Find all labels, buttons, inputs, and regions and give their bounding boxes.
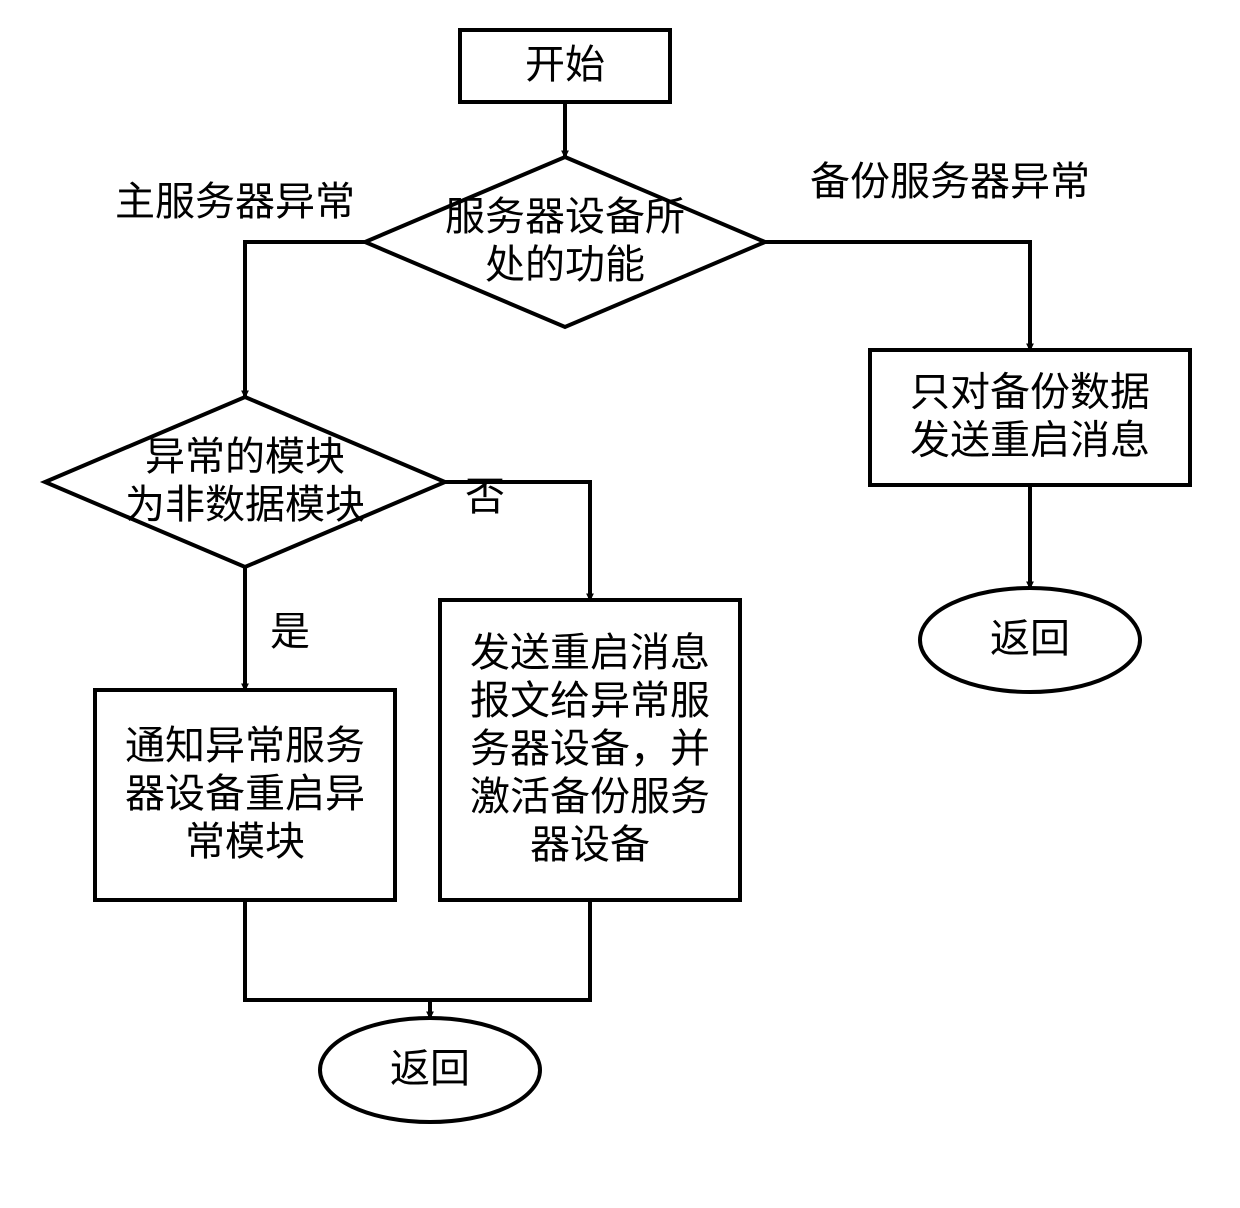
nodes.start-line-0: 开始 [525, 42, 605, 87]
node-start: 开始 [460, 30, 670, 102]
node-boxA: 通知异常服务器设备重启异常模块 [95, 690, 395, 900]
edge [245, 242, 365, 397]
edge [245, 900, 430, 1000]
node-ret1: 返回 [320, 1018, 540, 1122]
nodes.boxA-line-1: 器设备重启异 [125, 771, 365, 816]
nodes.d2-line-1: 为非数据模块 [125, 482, 365, 527]
label-right_branch: 备份服务器异常 [810, 159, 1090, 204]
nodes.boxB-line-2: 务器设备，并 [470, 726, 710, 771]
nodes.d2-line-0: 异常的模块 [145, 434, 345, 479]
nodes.boxB-line-0: 发送重启消息 [470, 630, 710, 675]
nodes.boxB-line-4: 器设备 [530, 822, 650, 867]
node-boxC: 只对备份数据发送重启消息 [870, 350, 1190, 485]
nodes.d1-line-1: 处的功能 [485, 242, 645, 287]
nodes.boxC-line-1: 发送重启消息 [910, 418, 1150, 463]
nodes.boxB-line-3: 激活备份服务 [470, 774, 710, 819]
label-no: 否 [465, 474, 505, 519]
node-boxB: 发送重启消息报文给异常服务器设备，并激活备份服务器设备 [440, 600, 740, 900]
nodes.boxB-line-1: 报文给异常服 [470, 678, 710, 723]
nodes.boxA-line-0: 通知异常服务 [125, 723, 365, 768]
nodes.boxA-line-2: 常模块 [185, 819, 305, 864]
nodes.ret1-line-0: 返回 [390, 1046, 470, 1091]
nodes.boxC-line-0: 只对备份数据 [910, 370, 1150, 415]
edge [765, 242, 1030, 350]
label-left_branch: 主服务器异常 [115, 179, 355, 224]
node-d1: 服务器设备所处的功能 [365, 157, 765, 327]
label-yes: 是 [270, 609, 310, 654]
node-ret2: 返回 [920, 588, 1140, 692]
edge [430, 900, 590, 1000]
node-d2: 异常的模块为非数据模块 [45, 397, 445, 567]
nodes.ret2-line-0: 返回 [990, 616, 1070, 661]
nodes.d1-line-0: 服务器设备所 [445, 194, 685, 239]
